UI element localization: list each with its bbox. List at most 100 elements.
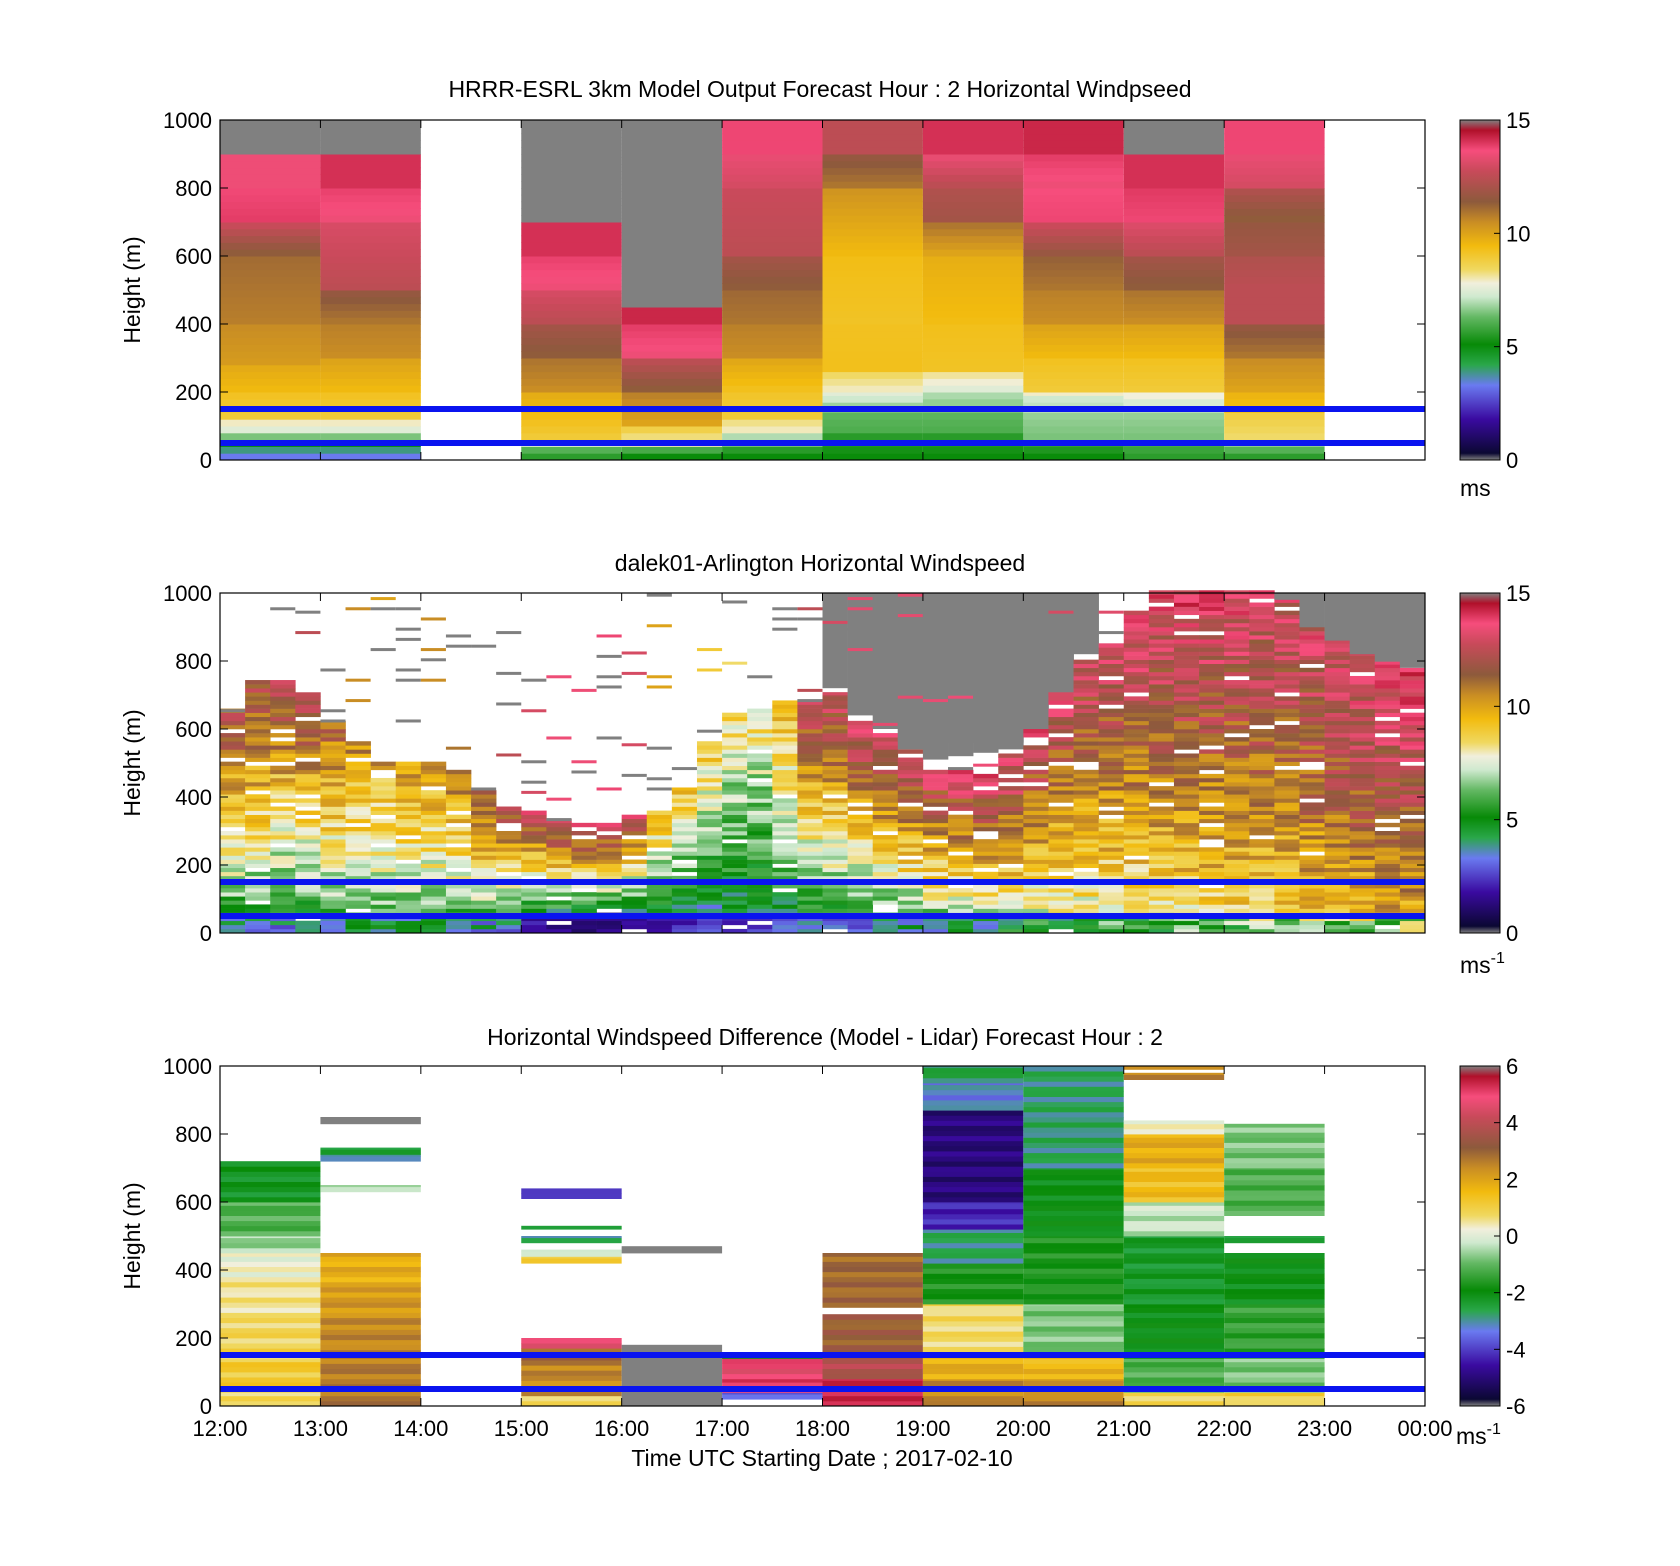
- lidar-cell: [747, 867, 773, 873]
- lidar-speck: [646, 746, 672, 750]
- lidar-cell: [1274, 814, 1300, 820]
- lidar-cell: [295, 798, 321, 803]
- difference-cell: [1023, 1225, 1124, 1232]
- lidar-cell: [1023, 769, 1049, 775]
- lidar-speck: [772, 627, 798, 631]
- lidar-cell: [1274, 790, 1300, 795]
- lidar-cell: [1199, 688, 1225, 693]
- lidar-cell: [1098, 745, 1125, 750]
- lidar-cell: [1098, 663, 1125, 669]
- lidar-cell: [1224, 867, 1250, 873]
- lidar-cell: [1148, 643, 1175, 648]
- difference-cell: [521, 1256, 622, 1259]
- model-cell: [1123, 126, 1225, 135]
- lidar-cell: [420, 871, 447, 877]
- lidar-cell: [922, 871, 949, 877]
- lidar-cell: [1274, 602, 1300, 607]
- y-tick-label: 400: [175, 312, 212, 337]
- lidar-cell: [671, 790, 698, 795]
- lidar-cell: [1123, 822, 1150, 828]
- lidar-speck: [445, 644, 472, 648]
- lidar-cell: [973, 777, 999, 783]
- lidar-cell: [395, 847, 422, 852]
- model-cell: [1123, 147, 1225, 155]
- lidar-cell: [1249, 851, 1275, 856]
- difference-cell: [521, 1370, 622, 1376]
- lidar-cell: [998, 769, 1024, 775]
- model-cell: [922, 351, 1024, 359]
- lidar-cell: [872, 847, 899, 852]
- lidar-cell: [1274, 716, 1300, 722]
- lidar-cell: [1374, 692, 1401, 697]
- lidar-speck: [621, 651, 647, 655]
- model-cell: [722, 385, 823, 393]
- difference-cell: [220, 1361, 321, 1368]
- lidar-cell: [295, 924, 321, 930]
- lidar-cell: [270, 704, 296, 709]
- model-cell: [1023, 453, 1124, 461]
- lidar-cell: [772, 802, 798, 807]
- lidar-speck: [420, 658, 446, 662]
- lidar-cell: [1274, 712, 1300, 718]
- lidar-cell: [1249, 610, 1275, 616]
- lidar-cell: [847, 920, 874, 926]
- lidar-cell: [471, 867, 497, 873]
- lidar-cell: [1399, 884, 1426, 889]
- lidar-cell: [797, 729, 823, 734]
- lidar-cell: [1324, 655, 1350, 660]
- difference-cell: [320, 1339, 421, 1346]
- lidar-cell: [245, 757, 271, 762]
- model-cell: [521, 242, 622, 250]
- lidar-cell: [220, 839, 246, 844]
- difference-cell: [1123, 1196, 1225, 1203]
- lidar-cell: [1148, 618, 1175, 624]
- lidar-speck: [797, 617, 823, 621]
- model-cell: [220, 385, 321, 393]
- lidar-cell: [1048, 847, 1074, 852]
- lidar-speck: [948, 695, 974, 699]
- lidar-cell: [245, 847, 271, 852]
- model-cell: [220, 249, 321, 257]
- lidar-cell: [797, 802, 823, 807]
- lidar-cell: [1249, 806, 1275, 811]
- lidar-cell: [270, 790, 296, 795]
- lidar-cell: [1224, 818, 1250, 824]
- lidar-cell: [1173, 602, 1200, 607]
- lidar-cell: [1349, 884, 1376, 889]
- lidar-cell: [1324, 639, 1350, 644]
- lidar-cell: [245, 680, 271, 685]
- lidar-cell: [345, 863, 371, 869]
- lidar-cell: [1173, 851, 1200, 856]
- lidar-cell: [797, 831, 823, 836]
- lidar-cell: [1249, 826, 1275, 832]
- model-cell: [1224, 242, 1325, 250]
- model-cell: [822, 256, 923, 264]
- lidar-cell: [1224, 716, 1250, 722]
- lidar-cell: [1399, 855, 1426, 860]
- lidar-cell: [998, 757, 1024, 762]
- lidar-cell: [320, 892, 346, 897]
- lidar-cell: [471, 826, 497, 832]
- lidar-cell: [1123, 737, 1150, 742]
- lidar-speck: [521, 760, 547, 764]
- lidar-speck: [370, 597, 396, 601]
- difference-cell: [1224, 1236, 1325, 1239]
- model-cell: [1224, 181, 1325, 189]
- lidar-cell: [1324, 867, 1350, 873]
- difference-cell: [220, 1302, 321, 1308]
- lidar-cell: [1098, 843, 1125, 848]
- lidar-cell: [1148, 908, 1175, 913]
- lidar-cell: [220, 741, 246, 746]
- lidar-cell: [973, 798, 999, 803]
- lidar-cell: [772, 855, 798, 860]
- difference-cell: [1023, 1400, 1124, 1407]
- difference-cell: [1224, 1377, 1325, 1383]
- difference-cell: [320, 1287, 421, 1293]
- lidar-cell: [320, 814, 346, 820]
- lidar-cell: [1299, 741, 1325, 746]
- model-cell: [1123, 188, 1225, 196]
- lidar-cell: [1073, 782, 1099, 787]
- lidar-cell: [1349, 786, 1376, 791]
- lidar-cell: [270, 724, 296, 730]
- lidar-cell: [1048, 896, 1074, 901]
